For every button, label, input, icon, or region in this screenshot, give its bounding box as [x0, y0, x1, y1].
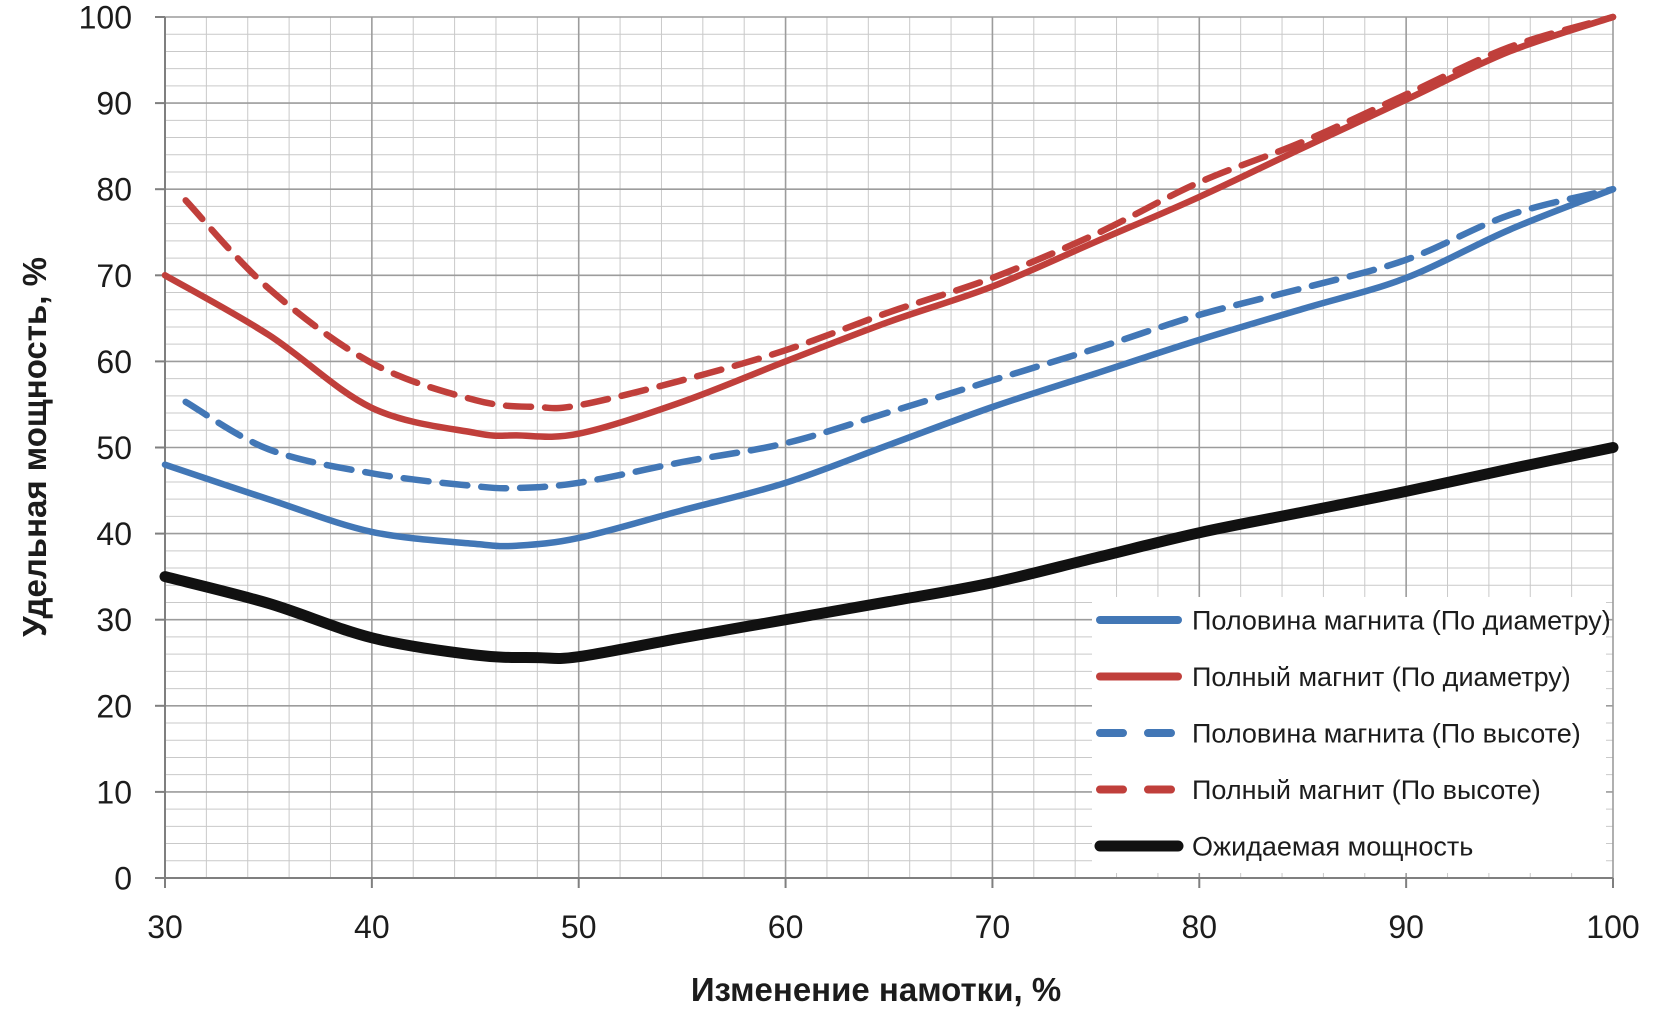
y-tick-label: 80 — [96, 172, 132, 208]
y-axis-title: Удельная мощность, % — [16, 257, 53, 637]
legend-label-full-magnet-height: Полный магнит (По высоте) — [1192, 775, 1541, 805]
y-tick-label: 70 — [96, 258, 132, 294]
legend-label-expected-power: Ожидаемая мощность — [1192, 832, 1473, 862]
x-tick-label: 50 — [561, 909, 597, 945]
tick-labels: 0 10 20 30 40 50 60 70 80 90 100 30 40 50 60 70 80 90 100 — [79, 0, 1640, 945]
x-axis-title: Изменение намотки, % — [691, 971, 1061, 1008]
y-tick-label: 100 — [79, 0, 132, 36]
legend-label-half-magnet-diameter: Половина магнита (По диаметру) — [1192, 606, 1611, 636]
legend-label-half-magnet-height: Половина магнита (По высоте) — [1192, 719, 1581, 749]
x-tick-label: 100 — [1586, 909, 1639, 945]
legend-box — [1092, 597, 1606, 873]
legend-label-full-magnet-diameter: Полный магнит (По диаметру) — [1192, 662, 1571, 692]
y-tick-label: 50 — [96, 430, 132, 466]
series-line-expected-power — [159, 442, 1619, 665]
x-tick-label: 60 — [768, 909, 804, 945]
y-tick-label: 60 — [96, 344, 132, 380]
x-tick-label: 70 — [975, 909, 1011, 945]
series-line-half-magnet-diameter — [161, 185, 1617, 550]
x-tick-label: 80 — [1181, 909, 1217, 945]
x-tick-label: 90 — [1388, 909, 1424, 945]
y-tick-label: 30 — [96, 602, 132, 638]
series-lines — [159, 13, 1619, 665]
y-tick-label: 10 — [96, 774, 132, 810]
y-tick-label: 90 — [96, 86, 132, 122]
series-line-full-magnet-height — [182, 13, 1617, 412]
x-tick-label: 40 — [354, 909, 390, 945]
series-line-half-magnet-height — [182, 185, 1617, 492]
y-tick-label: 40 — [96, 516, 132, 552]
y-tick-label: 0 — [114, 861, 132, 897]
legend: Половина магнита (По диаметру) Полный маг… — [1092, 597, 1611, 873]
x-tick-label: 30 — [147, 909, 183, 945]
series-line-full-magnet-diameter — [161, 13, 1617, 441]
y-tick-label: 20 — [96, 688, 132, 724]
